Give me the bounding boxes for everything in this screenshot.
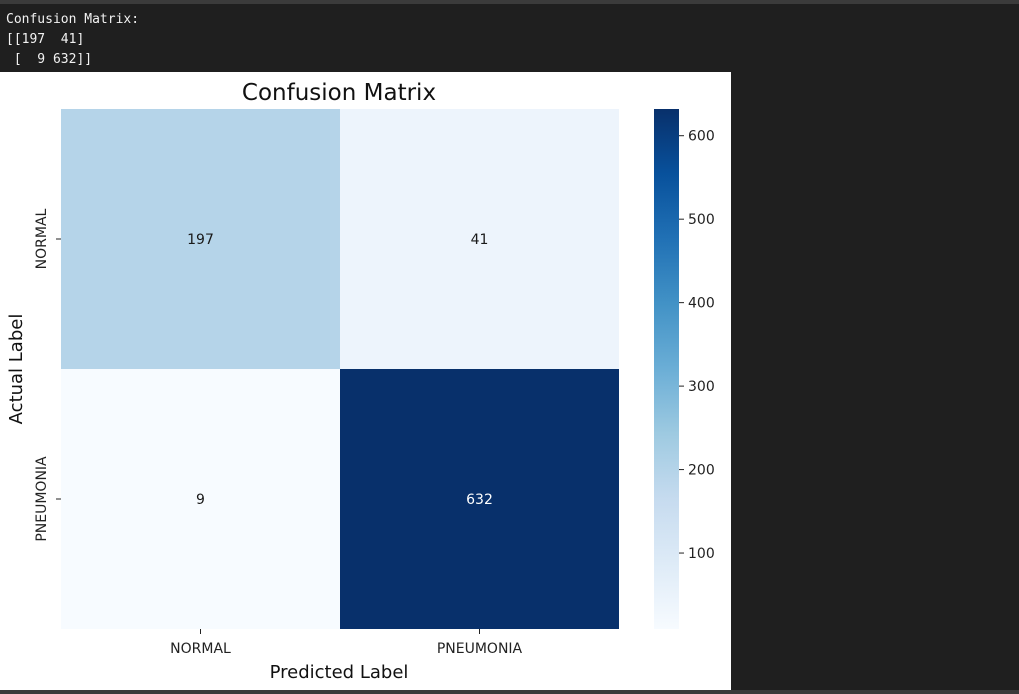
heatmap-cell-0-1 [340,109,619,369]
x-axis-label: Predicted Label [270,662,409,683]
console-output: Confusion Matrix: [[197 41] [ 9 632]] [6,10,139,70]
heatmap-value-1-1: 632 [466,492,493,508]
colorbar-tick-label-400: 400 [688,296,715,312]
heatmap-value-1-0: 9 [196,492,205,508]
colorbar-ticks: 100 200 300 400 500 600 [679,129,715,562]
console-line: Confusion Matrix: [6,12,140,27]
axis-ticks: NORMAL PNEUMONIA NORMAL PNEUMONIA [34,208,523,657]
colorbar-tick-label-100: 100 [688,546,715,562]
y-tick-label-normal: NORMAL [34,208,50,269]
heatmap-value-0-1: 41 [471,232,489,248]
bottom-divider [0,690,1019,694]
colorbar-tick-label-600: 600 [688,129,715,145]
colorbar-tick-label-500: 500 [688,212,715,228]
console-line: [[197 41] [6,32,85,47]
heatmap-cell-1-1 [340,369,619,629]
console-line: [ 9 632]] [6,52,93,67]
heatmap-cells: 197 41 9 632 [61,109,619,629]
top-divider [0,0,1019,4]
confusion-matrix-chart: Confusion Matrix 197 41 9 632 NORMAL PNEUMON… [6,80,715,683]
colorbar-tick-label-300: 300 [688,379,715,395]
x-tick-label-pneumonia: PNEUMONIA [437,641,523,657]
colorbar [654,109,679,629]
chart-figure: Confusion Matrix 197 41 9 632 NORMAL PNEUMON… [0,72,731,690]
heatmap-cell-0-0 [61,109,340,369]
chart-title: Confusion Matrix [242,80,436,106]
x-tick-label-normal: NORMAL [170,641,231,657]
heatmap-value-0-0: 197 [187,232,214,248]
y-axis-label: Actual Label [6,314,27,425]
heatmap-cell-1-0 [61,369,340,629]
colorbar-tick-label-200: 200 [688,463,715,479]
y-tick-label-pneumonia: PNEUMONIA [34,456,50,542]
